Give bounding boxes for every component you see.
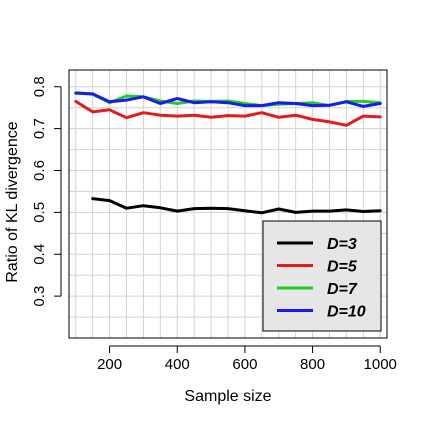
legend: D=3 D=5 D=7 D=10 bbox=[262, 220, 382, 332]
legend-label: D=3 bbox=[327, 236, 357, 253]
series-line-d-10 bbox=[74, 91, 382, 108]
legend-label: D=7 bbox=[327, 281, 358, 298]
x-tick-label: 600 bbox=[232, 356, 257, 373]
y-tick-label: 0.8 bbox=[31, 76, 48, 97]
y-tick-label: 0.5 bbox=[31, 202, 48, 223]
x-tick-label: 400 bbox=[165, 356, 190, 373]
legend-label: D=5 bbox=[327, 259, 358, 276]
y-tick-label: 0.4 bbox=[31, 244, 48, 265]
x-axis-title: Sample size bbox=[184, 388, 271, 405]
legend-label: D=10 bbox=[327, 304, 366, 321]
series-line-d-5 bbox=[74, 99, 382, 127]
x-tick-label: 1000 bbox=[364, 356, 397, 373]
y-tick-label: 0.3 bbox=[31, 286, 48, 307]
y-tick-label: 0.7 bbox=[31, 118, 48, 139]
series-layer bbox=[74, 91, 382, 215]
y-tick-label: 0.6 bbox=[31, 160, 48, 181]
plot-frame bbox=[68, 69, 388, 339]
x-tick-label: 800 bbox=[300, 356, 325, 373]
axes: 200 400 600 800 1000 0.3 0.4 0.5 0.6 0.7 0.8 bbox=[31, 76, 397, 373]
x-tick-label: 200 bbox=[97, 356, 122, 373]
y-axis-title: Ratio of KL divergence bbox=[4, 121, 21, 282]
legend-box bbox=[262, 220, 382, 332]
series-line-d-3 bbox=[91, 197, 382, 215]
